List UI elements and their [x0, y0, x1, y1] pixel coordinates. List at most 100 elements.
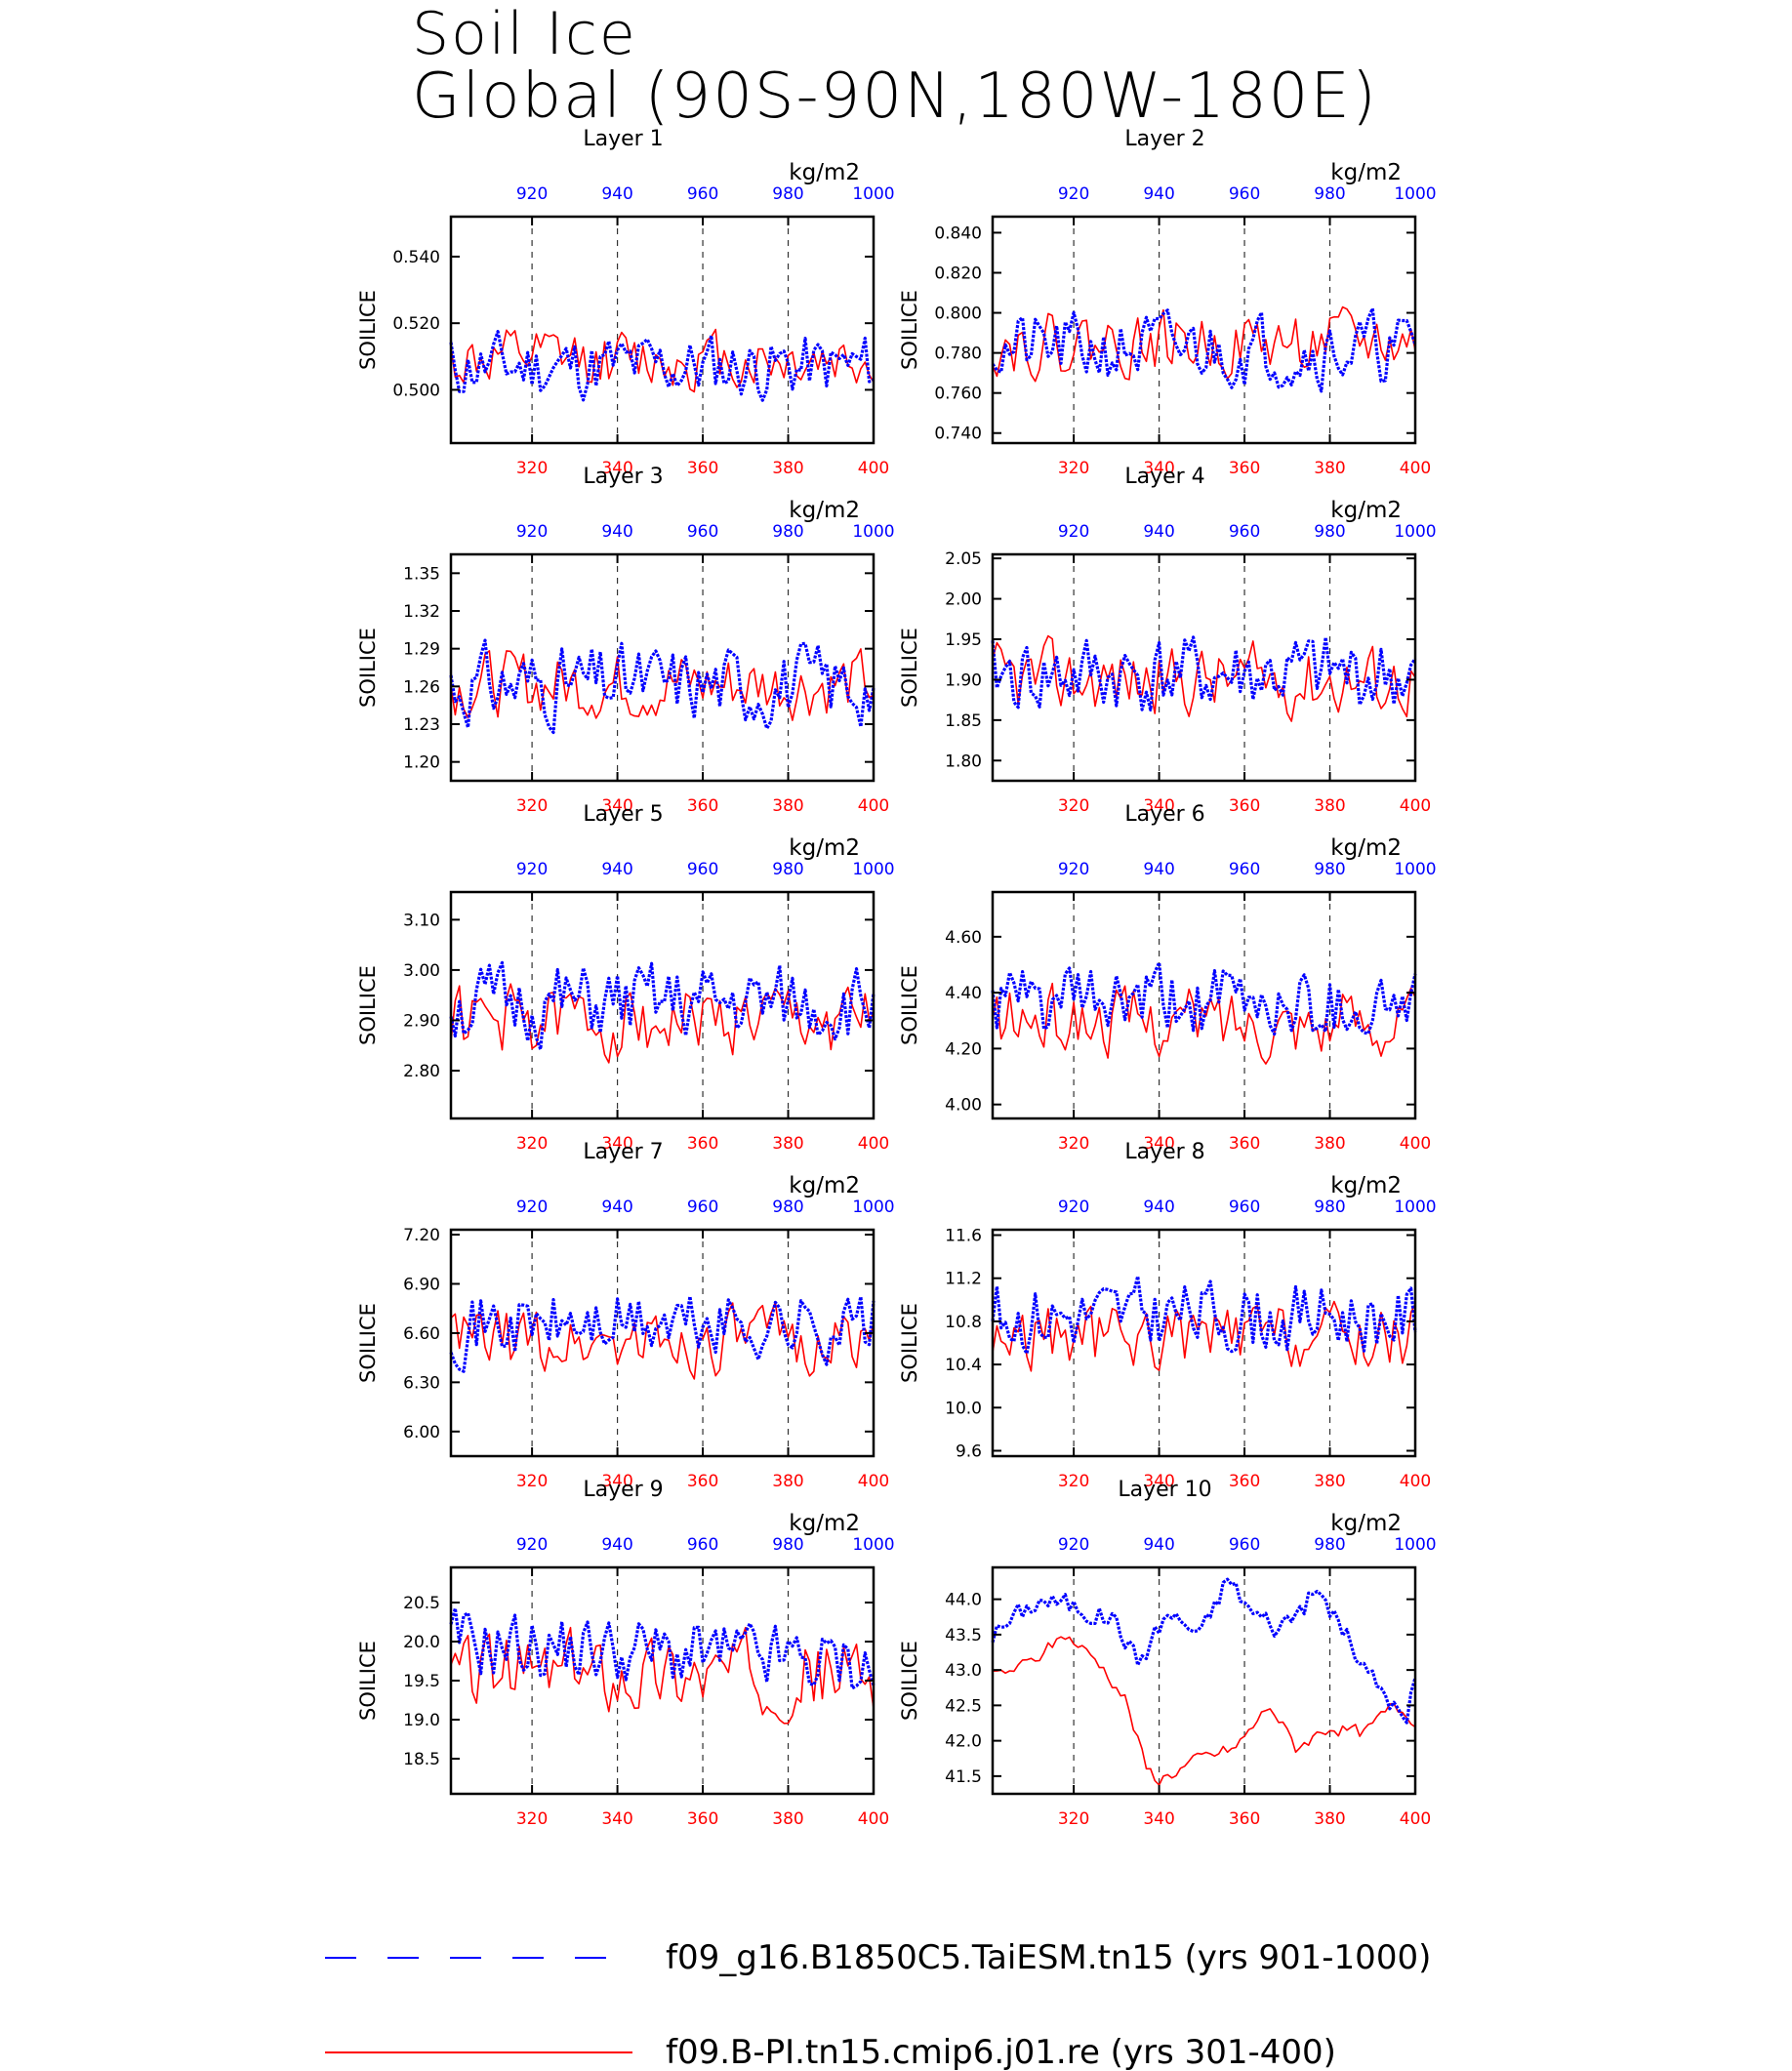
x-tick-label-top: 920	[1058, 184, 1089, 204]
x-tick-label-top: 980	[772, 522, 803, 542]
x-tick-label-top: 960	[687, 1535, 718, 1555]
y-axis-label: SOILICE	[898, 290, 921, 370]
y-tick-label: 1.26	[403, 677, 440, 697]
plot-frame	[991, 890, 1417, 1120]
x-tick-label-top: 980	[1314, 184, 1345, 204]
x-tick-label-bottom: 340	[1143, 1134, 1174, 1154]
x-tick-label-bottom: 400	[858, 1134, 889, 1154]
x-tick-label-bottom: 340	[601, 1134, 632, 1154]
x-tick-label-top: 1000	[852, 522, 894, 542]
panel-title: Layer 3	[583, 465, 663, 489]
y-tick-label: 6.90	[403, 1275, 440, 1294]
series-line-case1	[449, 1294, 876, 1373]
x-tick-label-top: 1000	[852, 1535, 894, 1555]
x-tick-label-bottom: 360	[687, 796, 718, 816]
y-tick-label: 1.85	[945, 711, 982, 731]
series-line-case1	[449, 330, 875, 402]
x-tick-label-top: 980	[1314, 1198, 1345, 1217]
y-tick-label: 1.32	[403, 602, 440, 622]
x-tick-label-top: 980	[1314, 1535, 1345, 1555]
x-tick-label-bottom: 340	[601, 796, 632, 816]
panel-title: Layer 4	[1124, 465, 1204, 489]
x-tick-label-top: 940	[1143, 184, 1174, 204]
y-tick-label: 18.5	[403, 1750, 440, 1769]
y-tick-label: 43.5	[945, 1626, 982, 1645]
x-tick-label-bottom: 380	[1314, 459, 1345, 478]
y-tick-label: 9.6	[956, 1442, 982, 1461]
y-tick-label: 0.520	[392, 314, 440, 334]
units-label: kg/m2	[789, 498, 860, 523]
x-tick-label-bottom: 340	[601, 1809, 632, 1829]
x-tick-label-bottom: 400	[1400, 1809, 1431, 1829]
x-tick-label-bottom: 380	[772, 796, 803, 816]
series-line-case1	[449, 960, 876, 1051]
y-axis-label: SOILICE	[898, 965, 921, 1045]
y-tick-label: 19.0	[403, 1711, 440, 1730]
units-label: kg/m2	[789, 835, 860, 861]
y-tick-label: 1.95	[945, 630, 982, 650]
y-tick-label: 20.0	[403, 1633, 440, 1652]
x-tick-label-bottom: 360	[1229, 1472, 1260, 1491]
y-tick-label: 44.0	[945, 1591, 982, 1610]
x-tick-label-bottom: 360	[687, 1472, 718, 1491]
x-tick-label-bottom: 400	[1400, 1472, 1431, 1491]
x-tick-label-bottom: 400	[1400, 1134, 1431, 1154]
x-tick-label-bottom: 320	[1058, 1472, 1089, 1491]
x-tick-label-top: 1000	[1394, 1535, 1436, 1555]
y-tick-label: 0.760	[934, 385, 982, 404]
y-tick-label: 3.00	[403, 961, 440, 981]
series-line-case2	[450, 648, 875, 721]
x-tick-label-top: 960	[687, 184, 718, 204]
x-tick-label-top: 1000	[852, 184, 894, 204]
x-tick-label-top: 940	[1143, 1535, 1174, 1555]
y-axis-label: SOILICE	[898, 1303, 921, 1383]
y-axis-label: SOILICE	[356, 628, 380, 708]
x-tick-label-bottom: 380	[772, 459, 803, 478]
y-tick-label: 11.2	[945, 1270, 982, 1289]
x-tick-label-top: 1000	[1394, 522, 1436, 542]
y-tick-label: 2.05	[945, 549, 982, 569]
y-tick-label: 4.60	[945, 928, 982, 948]
y-tick-label: 1.80	[945, 751, 982, 771]
series-line-case1	[991, 1275, 1417, 1356]
y-tick-label: 7.20	[403, 1226, 440, 1245]
x-tick-label-bottom: 380	[772, 1809, 803, 1829]
units-label: kg/m2	[1330, 160, 1402, 185]
y-tick-label: 6.60	[403, 1324, 440, 1344]
x-tick-label-top: 940	[1143, 860, 1174, 879]
x-tick-label-bottom: 360	[1229, 1809, 1260, 1829]
y-tick-label: 0.780	[934, 345, 982, 364]
plot-frame	[991, 552, 1417, 783]
series-line-case2	[450, 1626, 875, 1725]
y-tick-label: 19.5	[403, 1672, 440, 1691]
y-tick-label: 41.5	[945, 1767, 982, 1787]
x-tick-label-top: 960	[1229, 1535, 1260, 1555]
y-tick-label: 10.0	[945, 1399, 982, 1418]
x-tick-label-top: 980	[772, 1198, 803, 1217]
chart-subtitle: Global (90S-90N,180W-180E)	[412, 61, 1378, 133]
x-tick-label-top: 920	[516, 1198, 548, 1217]
units-label: kg/m2	[1330, 1511, 1402, 1536]
x-tick-label-top: 940	[601, 1198, 632, 1217]
x-tick-label-top: 980	[772, 1535, 803, 1555]
y-tick-label: 0.800	[934, 305, 982, 324]
units-label: kg/m2	[1330, 498, 1402, 523]
x-tick-label-top: 960	[687, 860, 718, 879]
series-line-case1	[991, 960, 1417, 1036]
series-line-case2	[450, 983, 875, 1064]
units-label: kg/m2	[1330, 1173, 1402, 1198]
x-tick-label-top: 960	[687, 1198, 718, 1217]
panel-title: Layer 8	[1124, 1140, 1204, 1164]
panel-title: Layer 9	[583, 1478, 663, 1502]
x-tick-label-top: 960	[1229, 1198, 1260, 1217]
series-line-case2	[992, 634, 1416, 722]
series-line-case2	[992, 1636, 1416, 1786]
y-tick-label: 1.90	[945, 670, 982, 690]
x-tick-label-bottom: 400	[1400, 796, 1431, 816]
x-tick-label-bottom: 320	[516, 1134, 548, 1154]
x-tick-label-bottom: 360	[687, 1134, 718, 1154]
x-tick-label-bottom: 340	[1143, 1809, 1174, 1829]
y-tick-label: 1.35	[403, 564, 440, 584]
y-axis-label: SOILICE	[898, 1641, 921, 1721]
x-tick-label-top: 920	[1058, 1535, 1089, 1555]
